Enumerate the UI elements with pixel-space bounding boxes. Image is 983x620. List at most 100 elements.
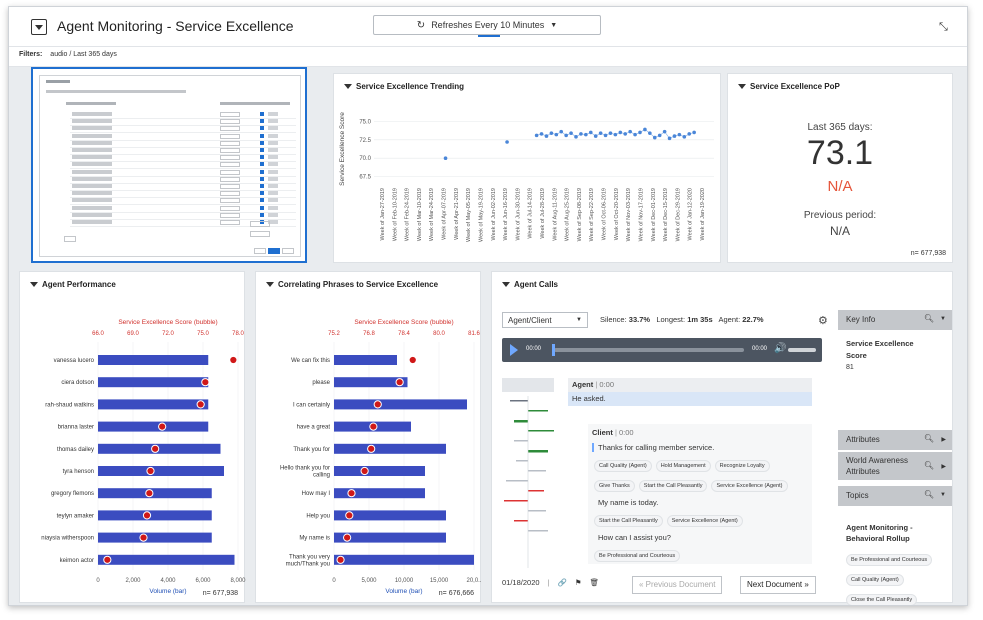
x-tick-label: 5,000 <box>361 578 377 584</box>
audio-progress-track[interactable] <box>554 348 744 352</box>
x-tick-label: 0 <box>332 578 336 584</box>
chevron-right-icon[interactable]: ▶ <box>941 437 946 443</box>
topic-chip[interactable]: Service Excellence (Agent) <box>711 480 788 492</box>
x-tick-label: Week of Jan-27-2019 <box>380 188 386 241</box>
score-bubble <box>146 466 155 476</box>
volume-bar <box>98 532 212 543</box>
top-bar: Agent Monitoring - Service Excellence ↻ … <box>9 7 967 47</box>
score-bubble <box>145 489 154 498</box>
topic-chip[interactable]: Be Professional and Courteous <box>594 550 681 562</box>
gear-icon[interactable]: ⚙ <box>818 315 828 327</box>
volume-bar <box>334 466 425 476</box>
waveform-segment <box>514 420 528 423</box>
refresh-dropdown[interactable]: ↻ Refreshes Every 10 Minutes ▼ <box>373 15 601 37</box>
x-tick-label: Week of May-19-2019 <box>478 188 484 242</box>
volume-bar <box>334 399 467 410</box>
topic-chip[interactable]: Close the Call Pleasantly <box>846 594 918 605</box>
x-tick-label: 10,000 <box>395 578 414 584</box>
x-tick-label: Week of Sep-22-2019 <box>589 188 595 241</box>
play-icon[interactable] <box>510 344 518 356</box>
silence-label: Silence: <box>600 315 627 324</box>
previous-document-button[interactable]: « Previous Document <box>632 576 723 594</box>
volume-icon[interactable]: 🔊 <box>774 343 787 354</box>
rubric-modal <box>39 75 301 257</box>
fullscreen-icon[interactable]: ⤡ <box>939 21 948 33</box>
trash-icon[interactable]: 🗑 <box>589 578 600 587</box>
audio-progress-handle[interactable] <box>552 344 555 356</box>
x-tick-label: Week of Dec-01-2019 <box>651 188 657 241</box>
attributes-header[interactable]: Attributes 🔍︎ ▶ <box>838 430 952 450</box>
topic-chip[interactable]: Call Quality (Agent) <box>846 574 904 586</box>
filter-icon[interactable] <box>344 84 352 89</box>
topic-chip[interactable]: Hold Management <box>655 460 711 472</box>
y-axis-label: Service Excellence Score <box>339 112 346 186</box>
search-icon[interactable]: 🔍︎ <box>923 434 934 443</box>
performance-n: n= 677,938 <box>202 590 238 597</box>
topic-chip[interactable]: Start the Call Pleasantly <box>594 515 663 527</box>
filters-value[interactable]: audio / Last 365 days <box>50 51 117 58</box>
rubric-row <box>70 126 296 134</box>
client-line-3-tags: Be Professional and Courteous <box>592 544 808 564</box>
topic-chip[interactable]: Service Excellence (Agent) <box>666 515 743 527</box>
filter-icon[interactable] <box>738 84 746 89</box>
speaker-select-value: Agent/Client <box>508 316 552 325</box>
volume-slider[interactable] <box>788 348 816 352</box>
topic-chip[interactable]: Call Quality (Agent) <box>594 460 652 472</box>
chevron-right-icon[interactable]: ▶ <box>941 464 946 470</box>
category-label: My name is <box>299 536 330 542</box>
speaker-select[interactable]: Agent/Client ▼ <box>502 312 588 328</box>
key-info-header[interactable]: Key Info 🔍︎ ▼ <box>838 310 952 330</box>
x-tick-label: 0 <box>96 578 100 584</box>
trend-point <box>692 130 696 135</box>
bubble-tick-label: 81.6 <box>468 331 480 337</box>
link-icon[interactable]: 🔗 <box>557 578 567 587</box>
chevron-down-icon[interactable]: ▼ <box>940 492 946 498</box>
trend-point <box>667 136 672 141</box>
world-awareness-header[interactable]: World Awareness Attributes 🔍︎ ▶ <box>838 452 952 480</box>
key-info-label: Key Info <box>846 315 876 324</box>
search-icon[interactable]: 🔍︎ <box>923 314 934 323</box>
search-icon[interactable]: 🔍︎ <box>923 490 934 499</box>
trend-point <box>584 132 588 137</box>
x-tick-label: 8,000 <box>230 578 246 584</box>
agent-turn-text: He asked. <box>568 392 812 406</box>
waveform-segment <box>510 400 528 402</box>
chevron-down-icon[interactable]: ▼ <box>940 316 946 322</box>
filter-icon[interactable] <box>502 282 510 287</box>
filter-icon[interactable] <box>266 282 274 287</box>
topic-chip[interactable]: Recognize Loyalty <box>714 460 770 472</box>
time-end: 00:00 <box>752 346 768 352</box>
call-footer: 01/18/2020 | 🔗 ⚑ 🗑 <box>502 578 600 587</box>
pop-period-label: Last 365 days: <box>807 122 873 133</box>
volume-bar <box>98 466 224 476</box>
trend-point <box>544 134 549 138</box>
topic-chip[interactable]: Start the Call Pleasantly <box>638 480 708 492</box>
menu-funnel-icon[interactable] <box>31 19 47 35</box>
filter-icon[interactable] <box>30 282 38 287</box>
x-tick-label: Week of Apr-21-2019 <box>454 188 460 240</box>
trend-point <box>652 135 657 140</box>
topics-header[interactable]: Topics 🔍︎ ▼ <box>838 486 952 506</box>
topic-chip[interactable]: Be Professional and Courteous <box>846 554 933 566</box>
call-date: 01/18/2020 <box>502 578 540 587</box>
audio-player: 00:00 00:00 🔊 <box>502 338 822 362</box>
score-bubble <box>360 466 369 476</box>
category-label: rah-shaud watkins <box>45 402 94 408</box>
flag-icon[interactable]: ⚑ <box>574 578 582 587</box>
waveform-segment <box>516 460 528 462</box>
x-tick-label: 20,0.. <box>466 578 481 584</box>
topic-chip[interactable]: Give Thanks <box>594 480 635 492</box>
client-line-3: How can I assist you? <box>598 533 671 542</box>
pop-title: Service Excellence PoP <box>738 82 840 91</box>
next-document-button[interactable]: Next Document » <box>740 576 816 594</box>
search-icon[interactable]: 🔍︎ <box>923 461 934 470</box>
trend-point <box>618 130 623 135</box>
trending-title-text: Service Excellence Trending <box>356 82 465 91</box>
key-metric-value: 81 <box>846 364 854 371</box>
trend-point <box>539 132 544 136</box>
bubble-tick-label: 75.0 <box>197 331 209 337</box>
edit-rubric-thumbnail[interactable] <box>31 67 307 263</box>
x-tick-label: Week of Jun-02-2019 <box>491 188 497 241</box>
dashboard-frame: Agent Monitoring - Service Excellence ↻ … <box>8 6 968 606</box>
trend-point <box>662 129 667 134</box>
